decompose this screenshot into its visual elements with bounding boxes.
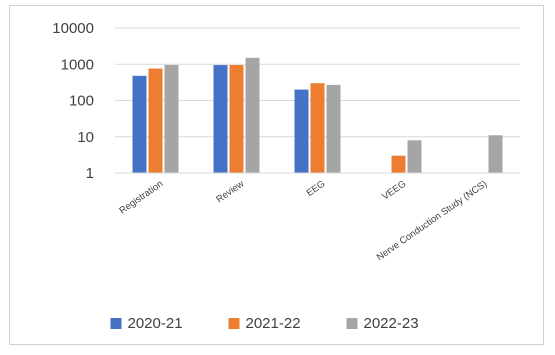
- legend-label: 2021-22: [246, 315, 301, 332]
- legend-swatch: [110, 318, 122, 329]
- bar-2021-22: [391, 155, 406, 173]
- bar-2022-23: [407, 140, 422, 173]
- bar-2020-21: [294, 89, 309, 173]
- bar-2022-23: [164, 65, 179, 173]
- y-tick-label: 1000: [61, 56, 94, 73]
- y-tick-label: 100: [69, 93, 94, 110]
- bar-2021-22: [310, 83, 325, 173]
- bar-2020-21: [213, 65, 228, 173]
- y-tick-label: 1: [86, 165, 94, 182]
- category-label: Review: [214, 178, 246, 205]
- legend-label: 2020-21: [128, 315, 183, 332]
- category-label: Registration: [117, 178, 165, 216]
- legend: 2020-21 2021-22 2022-23: [110, 315, 419, 332]
- y-axis-ticks: 1 10 100 1000 10000: [52, 20, 94, 182]
- legend-swatch: [346, 318, 358, 329]
- bar-2021-22: [229, 65, 244, 173]
- bar-2020-21: [132, 75, 147, 173]
- bars: [132, 57, 503, 173]
- bar-2022-23: [245, 57, 260, 173]
- chart-frame: 1 10 100 1000 10000 Registration Review EEG VEE…: [9, 5, 544, 345]
- bar-2022-23: [488, 135, 503, 173]
- legend-label: 2022-23: [364, 315, 419, 332]
- y-tick-label: 10: [77, 129, 94, 146]
- legend-swatch: [228, 318, 240, 329]
- category-label: EEG: [304, 178, 327, 199]
- category-label: VEEG: [380, 178, 408, 202]
- bar-chart: 1 10 100 1000 10000 Registration Review EEG VEE…: [52, 20, 520, 332]
- bar-2022-23: [326, 84, 341, 173]
- bar-2021-22: [148, 68, 163, 173]
- y-tick-label: 10000: [52, 20, 94, 37]
